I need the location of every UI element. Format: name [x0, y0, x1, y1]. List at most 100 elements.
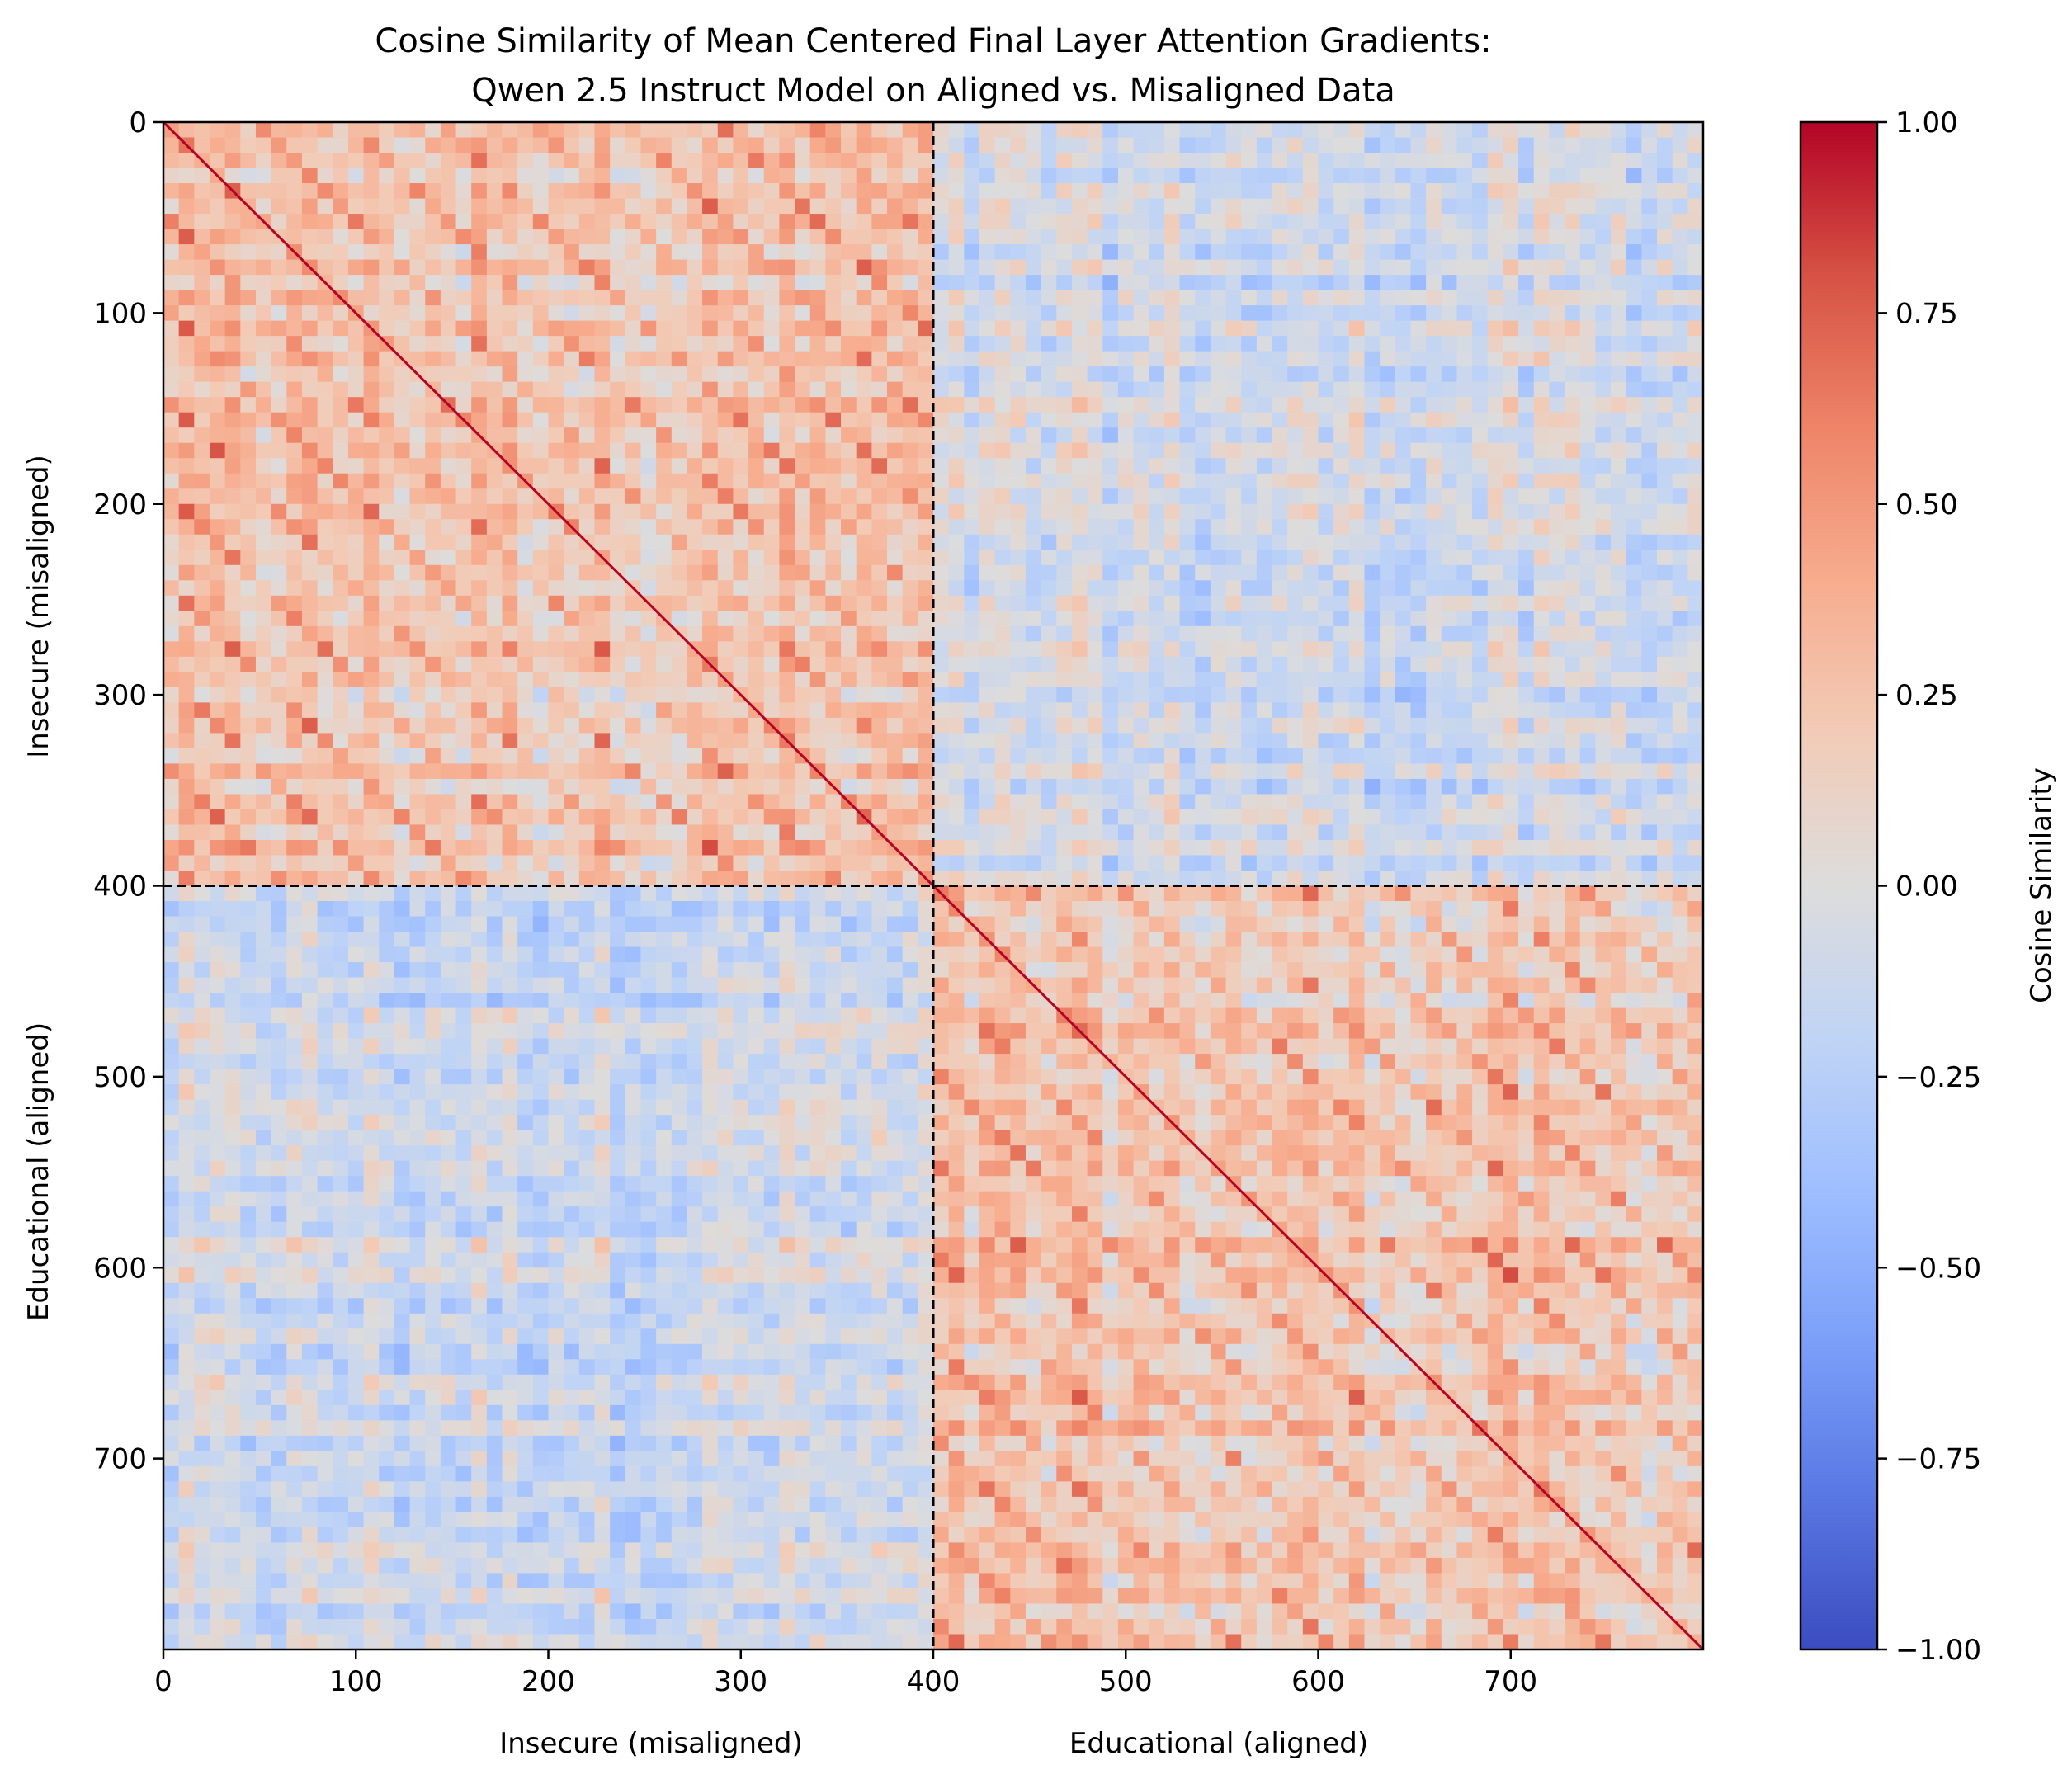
- heatmap-cell: [1364, 336, 1381, 352]
- heatmap-cell: [178, 244, 195, 261]
- heatmap-cell: [1302, 702, 1319, 719]
- heatmap-cell: [948, 870, 965, 887]
- heatmap-cell: [1195, 488, 1211, 505]
- heatmap-cell: [455, 366, 472, 383]
- heatmap-cell: [1210, 687, 1227, 703]
- heatmap-cell: [517, 870, 534, 887]
- heatmap-cell: [717, 442, 734, 459]
- heatmap-cell: [1611, 397, 1627, 413]
- heatmap-cell: [1117, 137, 1135, 153]
- heatmap-cell: [887, 183, 904, 200]
- heatmap-cell: [333, 641, 349, 658]
- heatmap-cell: [1117, 366, 1135, 383]
- heatmap-cell: [809, 366, 826, 383]
- heatmap-cell: [1133, 778, 1149, 795]
- heatmap-cell: [594, 137, 611, 153]
- heatmap-cell: [1348, 824, 1366, 841]
- heatmap-cell: [548, 214, 564, 230]
- heatmap-cell: [455, 442, 472, 459]
- heatmap-cell: [1179, 656, 1196, 672]
- heatmap-cell: [440, 717, 457, 734]
- heatmap-cell: [1348, 198, 1366, 215]
- heatmap-cell: [286, 611, 303, 627]
- heatmap-cell: [1487, 473, 1504, 489]
- heatmap-cell: [194, 412, 210, 428]
- heatmap-cell: [178, 641, 195, 658]
- heatmap-cell: [625, 611, 642, 627]
- heatmap-cell: [717, 198, 734, 215]
- heatmap-cell: [671, 381, 688, 398]
- heatmap-cell: [1672, 625, 1688, 642]
- heatmap-cell: [610, 580, 626, 597]
- heatmap-cell: [1102, 611, 1119, 627]
- heatmap-cell: [564, 259, 580, 276]
- heatmap-cell: [1579, 748, 1596, 765]
- heatmap-cell: [1672, 214, 1688, 230]
- heatmap-cell: [363, 336, 380, 352]
- heatmap-cell: [178, 397, 195, 413]
- heatmap-cell: [1241, 855, 1258, 871]
- heatmap-cell: [1102, 153, 1119, 169]
- heatmap-cell: [564, 687, 580, 703]
- heatmap-cell: [902, 625, 918, 642]
- heatmap-cell: [1272, 397, 1288, 413]
- heatmap-cell: [1179, 214, 1196, 230]
- heatmap-cell: [610, 214, 626, 230]
- heatmap-cell: [1549, 473, 1565, 489]
- heatmap-cell: [1641, 290, 1658, 306]
- heatmap-cell: [425, 473, 441, 489]
- heatmap-cell: [333, 870, 349, 887]
- heatmap-cell: [578, 702, 596, 719]
- heatmap-cell: [979, 244, 996, 261]
- heatmap-cell: [795, 625, 811, 642]
- heatmap-cell: [748, 748, 765, 765]
- heatmap-cell: [1426, 748, 1442, 765]
- heatmap-cell: [1441, 656, 1458, 672]
- heatmap-cell: [825, 763, 842, 780]
- heatmap-cell: [532, 381, 550, 398]
- heatmap-cell: [671, 656, 688, 672]
- heatmap-cell: [178, 442, 195, 459]
- heatmap-cell: [1287, 122, 1304, 139]
- heatmap-cell: [455, 702, 472, 719]
- heatmap-cell: [1087, 427, 1103, 444]
- heatmap-cell: [532, 183, 550, 200]
- heatmap-cell: [502, 153, 518, 169]
- heatmap-cell: [1149, 870, 1165, 887]
- heatmap-cell: [1195, 641, 1211, 658]
- heatmap-cell: [471, 229, 488, 245]
- heatmap-cell: [964, 366, 980, 383]
- heatmap-cell: [795, 229, 811, 245]
- heatmap-cell: [856, 259, 872, 276]
- heatmap-cell: [1241, 214, 1258, 230]
- heatmap-cell: [224, 275, 241, 291]
- heatmap-cell: [517, 794, 534, 810]
- heatmap-cell: [1595, 550, 1612, 566]
- heatmap-cell: [409, 229, 426, 245]
- heatmap-cell: [1533, 320, 1550, 337]
- heatmap-cell: [532, 778, 550, 795]
- heatmap-cell: [1010, 488, 1027, 505]
- heatmap-cell: [1225, 183, 1242, 200]
- heatmap-cell: [640, 809, 657, 826]
- heatmap-cell: [625, 625, 642, 642]
- heatmap-cell: [1272, 412, 1288, 428]
- heatmap-cell: [733, 244, 749, 261]
- heatmap-cell: [1611, 824, 1627, 841]
- heatmap-cell: [271, 748, 287, 765]
- heatmap-cell: [1456, 824, 1473, 841]
- heatmap-cell: [733, 198, 749, 215]
- heatmap-cell: [933, 442, 950, 459]
- heatmap-cell: [1503, 625, 1519, 642]
- heatmap-cell: [656, 870, 673, 887]
- heatmap-cell: [517, 198, 534, 215]
- heatmap-cell: [502, 183, 518, 200]
- heatmap-cell: [1041, 595, 1057, 611]
- heatmap-cell: [763, 672, 780, 688]
- heatmap-cell: [1456, 839, 1473, 856]
- heatmap-cell: [1210, 595, 1227, 611]
- heatmap-cell: [564, 153, 580, 169]
- heatmap-cell: [1487, 794, 1504, 810]
- heatmap-cell: [1503, 824, 1519, 841]
- heatmap-cell: [1225, 656, 1242, 672]
